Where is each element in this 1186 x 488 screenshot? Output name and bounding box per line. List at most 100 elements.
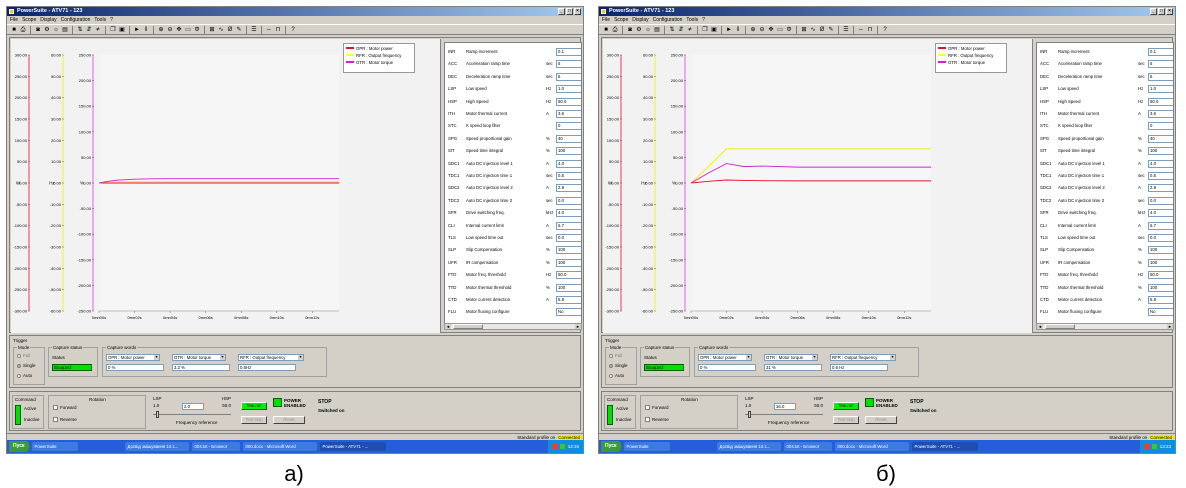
param-value-field[interactable]: 50.0 xyxy=(1148,97,1173,106)
param-value-field[interactable]: 50.0 xyxy=(1148,271,1173,280)
param-value-field[interactable]: 40 xyxy=(1148,134,1173,143)
frequency-reference-input[interactable]: 16.0 xyxy=(774,403,796,410)
menu-tools[interactable]: Tools xyxy=(686,17,699,23)
mode-full-radio[interactable]: Full xyxy=(609,353,622,358)
list-icon[interactable]: ☰ xyxy=(843,26,849,33)
frequency-reference-input[interactable]: 2.0 xyxy=(182,403,204,410)
param-value-field[interactable]: 0.1 xyxy=(556,48,581,56)
menu-display[interactable]: Display xyxy=(40,17,57,23)
reverse-checkbox[interactable]: Reverse xyxy=(53,417,77,422)
param-value-field[interactable]: 5 xyxy=(556,72,581,81)
scroll-left-icon[interactable]: ◄ xyxy=(445,324,451,329)
disconnect-icon[interactable]: ⇵ xyxy=(86,26,92,33)
param-value-field[interactable]: 0.5 xyxy=(1148,172,1173,180)
zoom-in-icon[interactable]: ⊕ xyxy=(158,26,164,33)
taskbar-item-notepad[interactable]: 004.txt - Блокнот xyxy=(191,442,240,451)
start-button[interactable]: Пуск xyxy=(601,441,621,452)
copy-icon[interactable]: ❐ xyxy=(702,26,708,33)
copy-icon[interactable]: ❐ xyxy=(110,26,116,33)
param-value-field[interactable]: 0.5 xyxy=(556,172,581,180)
frequency-slider-thumb[interactable] xyxy=(156,411,159,418)
param-value-field[interactable]: 1.0 xyxy=(556,85,581,94)
param-value-field[interactable]: 4.0 xyxy=(1148,209,1173,218)
test-stop-button[interactable]: Test stop xyxy=(241,416,267,424)
save-icon[interactable]: ■ xyxy=(12,26,16,33)
param-value-field[interactable]: 100 xyxy=(1148,283,1173,292)
forward-checkbox[interactable]: Forward xyxy=(645,405,669,410)
param-value-field[interactable]: 4.0 xyxy=(1148,159,1173,168)
zoom-out-icon[interactable]: ⊖ xyxy=(759,26,765,33)
param-value-field[interactable]: 100 xyxy=(556,246,581,255)
list-icon[interactable]: ☰ xyxy=(251,26,257,33)
test-stop-button[interactable]: Test stop xyxy=(833,416,859,424)
taskbar-item-word[interactable]: 000.docx - Microsoft Word xyxy=(834,442,909,451)
param-value-field[interactable]: 50.0 xyxy=(556,271,581,280)
compare-icon[interactable]: ≠ xyxy=(688,26,692,33)
zoom-in-icon[interactable]: ⊕ xyxy=(750,26,756,33)
test-run-button[interactable]: Test run xyxy=(241,402,267,410)
capture-word-2-select[interactable]: OTR : Motor torque ▼ xyxy=(764,354,818,361)
dual-icon[interactable]: Ø xyxy=(819,26,825,33)
maximize-button[interactable]: □ xyxy=(1158,8,1165,15)
frequency-slider-thumb[interactable] xyxy=(748,411,751,418)
param-value-field[interactable]: 5 xyxy=(1148,72,1173,81)
menu-configuration[interactable]: Configuration xyxy=(652,17,683,23)
param-value-field[interactable]: 1.0 xyxy=(1148,85,1173,94)
menu-tools[interactable]: Tools xyxy=(94,17,107,23)
horizontal-scrollbar[interactable]: ◄ ► xyxy=(1036,323,1174,330)
play-icon[interactable]: ► xyxy=(134,26,140,33)
param-value-field[interactable]: 0.0 xyxy=(556,234,581,242)
settings-icon[interactable]: ☼ xyxy=(645,26,651,33)
frequency-slider-track[interactable] xyxy=(745,414,823,415)
taskbar-item-powersuite[interactable]: PowerSuite xyxy=(623,442,670,451)
help-icon[interactable]: ? xyxy=(291,26,295,33)
play-icon[interactable]: ► xyxy=(726,26,732,33)
menu-help[interactable]: ? xyxy=(110,17,113,23)
reset-button[interactable]: Reset xyxy=(273,416,305,424)
close-button[interactable]: × xyxy=(1166,8,1173,15)
monitor-icon[interactable]: ▤ xyxy=(62,26,68,33)
disconnect-icon[interactable]: ⇵ xyxy=(678,26,684,33)
taskbar-item-powersuite-atv71[interactable]: PowerSuite - ATV71 - ... xyxy=(911,442,978,451)
param-value-field[interactable]: 3.6 xyxy=(556,110,581,118)
fit-icon[interactable]: ▭ xyxy=(185,26,191,33)
param-value-field[interactable]: No xyxy=(1148,308,1173,317)
save-icon[interactable]: ■ xyxy=(604,26,608,33)
mode-full-radio[interactable]: Full xyxy=(17,353,30,358)
taskbar-item-folder[interactable]: Досвід змішування 10.1... xyxy=(716,442,781,451)
param-value-field[interactable]: 0.0 xyxy=(556,196,581,205)
maximize-button[interactable]: □ xyxy=(566,8,573,15)
param-value-field[interactable]: 5 xyxy=(1148,60,1173,69)
menu-configuration[interactable]: Configuration xyxy=(60,17,91,23)
pan-icon[interactable]: ✥ xyxy=(176,26,182,33)
fit-icon[interactable]: ▭ xyxy=(777,26,783,33)
print-icon[interactable]: ⎙ xyxy=(612,26,618,33)
param-value-field[interactable]: 6.7 xyxy=(1148,221,1173,230)
capture-word-2-select[interactable]: OTR : Motor torque ▼ xyxy=(172,354,226,361)
capture-word-3-select[interactable]: RFR : Output frequency ▼ xyxy=(238,354,304,361)
config-icon[interactable]: ⚙ xyxy=(636,26,642,33)
cursor-icon[interactable]: Φ xyxy=(194,26,200,33)
taskbar-item-word[interactable]: 000.docx - Microsoft Word xyxy=(242,442,317,451)
mode-auto-radio[interactable]: Auto xyxy=(609,373,624,378)
start-button[interactable]: Пуск xyxy=(9,441,29,452)
tool-icon[interactable]: ✎ xyxy=(236,26,242,33)
param-value-field[interactable]: 2.9 xyxy=(1148,184,1173,193)
menu-display[interactable]: Display xyxy=(632,17,649,23)
param-value-field[interactable]: 100 xyxy=(556,147,581,156)
capture-word-3-select[interactable]: RFR : Output frequency ▼ xyxy=(830,354,896,361)
taskbar-item-notepad[interactable]: 004.txt - Блокнот xyxy=(783,442,832,451)
menu-file[interactable]: File xyxy=(602,17,611,23)
param-value-field[interactable]: 100 xyxy=(556,283,581,292)
cursor-icon[interactable]: Φ xyxy=(786,26,792,33)
zoom-out-icon[interactable]: ⊖ xyxy=(167,26,173,33)
pause-icon[interactable]: ‖ xyxy=(736,26,740,33)
param-value-field[interactable]: 2.9 xyxy=(556,184,581,193)
capture-word-1-select[interactable]: OPR : Motor power ▼ xyxy=(698,354,752,361)
settings-icon[interactable]: ☼ xyxy=(53,26,59,33)
scroll-left-icon[interactable]: ◄ xyxy=(1037,324,1043,329)
config-icon[interactable]: ⚙ xyxy=(44,26,50,33)
menu-help[interactable]: ? xyxy=(702,17,705,23)
close-button[interactable]: × xyxy=(574,8,581,15)
taskbar-item-powersuite-atv71[interactable]: PowerSuite - ATV71 - ... xyxy=(319,442,386,451)
